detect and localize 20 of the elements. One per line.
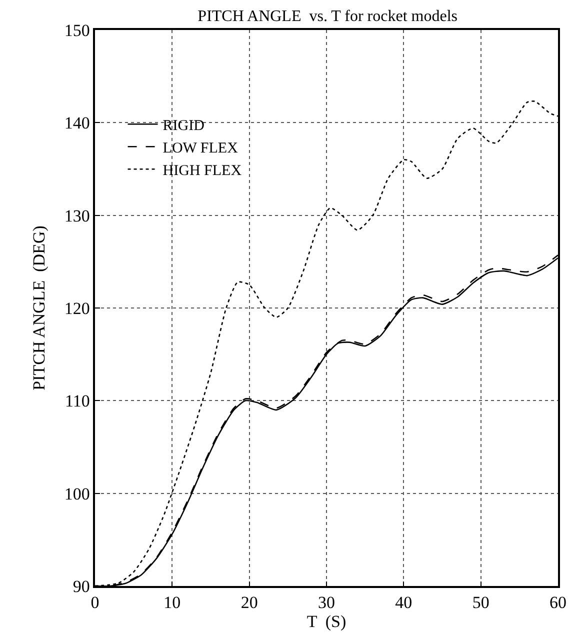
x-tick-label: 60	[550, 593, 566, 612]
y-tick-label: 130	[64, 206, 90, 226]
y-tick-label: 140	[64, 114, 90, 133]
y-tick-label: 110	[64, 392, 90, 411]
y-tick-label: 90	[72, 576, 90, 596]
x-tick-label: 50	[472, 593, 490, 612]
x-axis-title: T (S)	[306, 612, 346, 632]
x-tick-label: 0	[90, 593, 100, 612]
x-tick-label: 40	[395, 593, 412, 612]
x-tick-label: 30	[318, 593, 335, 612]
y-axis-title: PITCH ANGLE (DEG)	[29, 226, 48, 390]
chart-title: PITCH ANGLE vs. T for rocket models	[198, 8, 458, 25]
x-tick-label: 20	[240, 593, 258, 612]
legend-label: LOW FLEX	[162, 140, 238, 156]
legend-label: HIGH FLEX	[162, 162, 242, 179]
y-tick-label: 120	[64, 298, 90, 318]
x-tick-label: 10	[164, 593, 181, 612]
y-tick-label: 150	[64, 20, 90, 40]
legend-label: RIGID	[162, 118, 205, 134]
y-tick-label: 100	[64, 484, 90, 504]
